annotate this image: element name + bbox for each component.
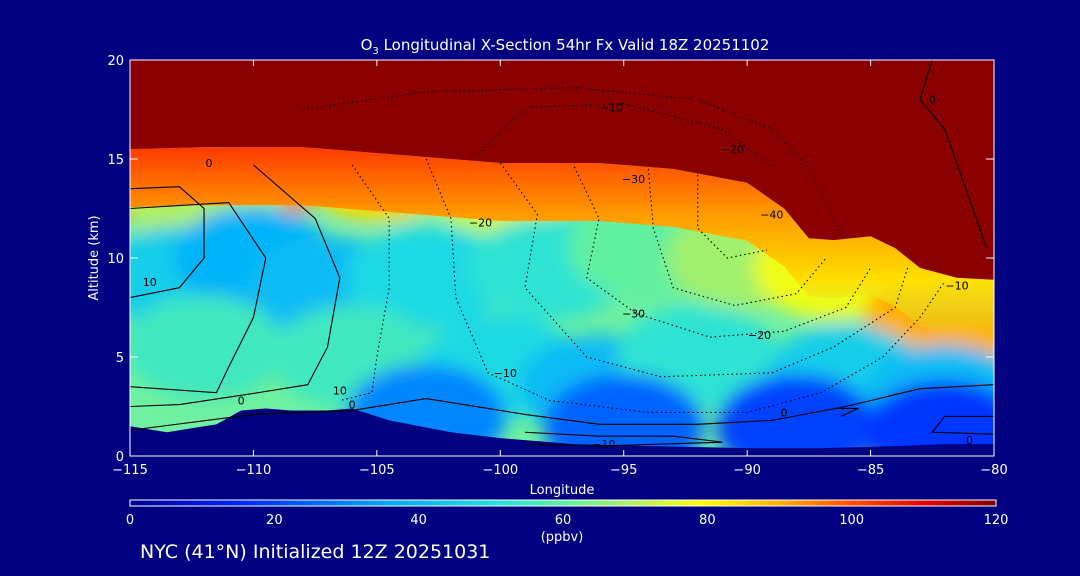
x-tick-label: −115 bbox=[112, 463, 148, 478]
footer-info: NYC (41°N) Initialized 12Z 20251031 bbox=[140, 541, 491, 563]
y-axis: 0 5 10 15 20 bbox=[107, 54, 994, 465]
x-tick-label: −100 bbox=[482, 463, 518, 478]
contour-label: −20 bbox=[721, 143, 744, 156]
contour-label: −10 bbox=[600, 102, 623, 115]
contour-label: −30 bbox=[622, 307, 645, 320]
y-axis-label: Altitude (km) bbox=[87, 215, 102, 300]
colorbar bbox=[129, 499, 997, 507]
colorbar-tick-label: 80 bbox=[699, 513, 716, 528]
colorbar-tick-label: 60 bbox=[555, 513, 572, 528]
contour-label: −40 bbox=[760, 208, 783, 221]
contour-line bbox=[647, 168, 827, 307]
y-tick-label: 20 bbox=[107, 54, 124, 69]
ozone-field-blob bbox=[864, 380, 994, 456]
contour-label: 0 bbox=[349, 399, 356, 412]
contour-label: −10 bbox=[592, 438, 615, 451]
ozone-field-blob bbox=[130, 295, 285, 400]
colorbar-unit-label: (ppbv) bbox=[541, 530, 584, 545]
contour-line bbox=[833, 407, 859, 417]
ozone-field-blob bbox=[716, 374, 877, 456]
contour-line bbox=[339, 164, 390, 402]
contour-label: 0 bbox=[966, 434, 973, 447]
contour-label: 0 bbox=[781, 406, 788, 419]
colorbar-tick-label: 20 bbox=[266, 513, 283, 528]
contour-label: −10 bbox=[494, 367, 517, 380]
x-tick-label: −80 bbox=[980, 463, 1007, 478]
colorbar-tick-label: 100 bbox=[839, 513, 864, 528]
x-axis-label: Longitude bbox=[530, 483, 595, 498]
x-tick-label: −90 bbox=[733, 463, 760, 478]
contour-label: −20 bbox=[469, 216, 492, 229]
colorbar-ticks: 0 20 40 60 80 100 120 bbox=[126, 513, 1009, 528]
contour-line bbox=[499, 162, 909, 378]
x-tick-label: −110 bbox=[236, 463, 272, 478]
contour-line bbox=[130, 164, 341, 408]
x-tick-label: −95 bbox=[610, 463, 637, 478]
colorbar-tick-label: 0 bbox=[126, 513, 134, 528]
contour-label: 0 bbox=[205, 157, 212, 170]
contour-label: 0 bbox=[238, 395, 245, 408]
x-tick-label: −85 bbox=[857, 463, 884, 478]
contour-label: −20 bbox=[748, 329, 771, 342]
y-tick-label: 10 bbox=[107, 252, 124, 267]
contour-line bbox=[425, 158, 946, 413]
contour-label: 0 bbox=[929, 94, 936, 107]
contour-label: 10 bbox=[143, 276, 157, 289]
y-tick-label: 5 bbox=[116, 351, 124, 366]
y-tick-label: 0 bbox=[116, 450, 124, 465]
stratosphere-region bbox=[130, 60, 994, 280]
contour-line bbox=[130, 201, 267, 394]
contour-label: −30 bbox=[622, 173, 645, 186]
contour-line bbox=[302, 87, 842, 235]
y-tick-label: 15 bbox=[107, 153, 124, 168]
chart-title: O3 Longitudinal X-Section 54hr Fx Valid … bbox=[361, 36, 770, 57]
ozone-field-blob bbox=[346, 225, 507, 330]
contour-line bbox=[931, 415, 994, 435]
contour-label: 10 bbox=[333, 385, 347, 398]
contour-label: −10 bbox=[945, 280, 968, 293]
tropopause-gradient-band bbox=[130, 147, 994, 338]
contour-line bbox=[524, 431, 723, 447]
terrain-mask bbox=[130, 408, 994, 456]
contour-line bbox=[130, 186, 205, 299]
colorbar-tick-label: 120 bbox=[984, 513, 1009, 528]
contour-line bbox=[919, 60, 988, 249]
contour-line bbox=[130, 384, 994, 431]
colorbar-tick-label: 40 bbox=[410, 513, 427, 528]
x-tick-label: −105 bbox=[359, 463, 395, 478]
x-axis: −115 −110 −105 −100 −95 −90 −85 −80 bbox=[112, 60, 1008, 478]
